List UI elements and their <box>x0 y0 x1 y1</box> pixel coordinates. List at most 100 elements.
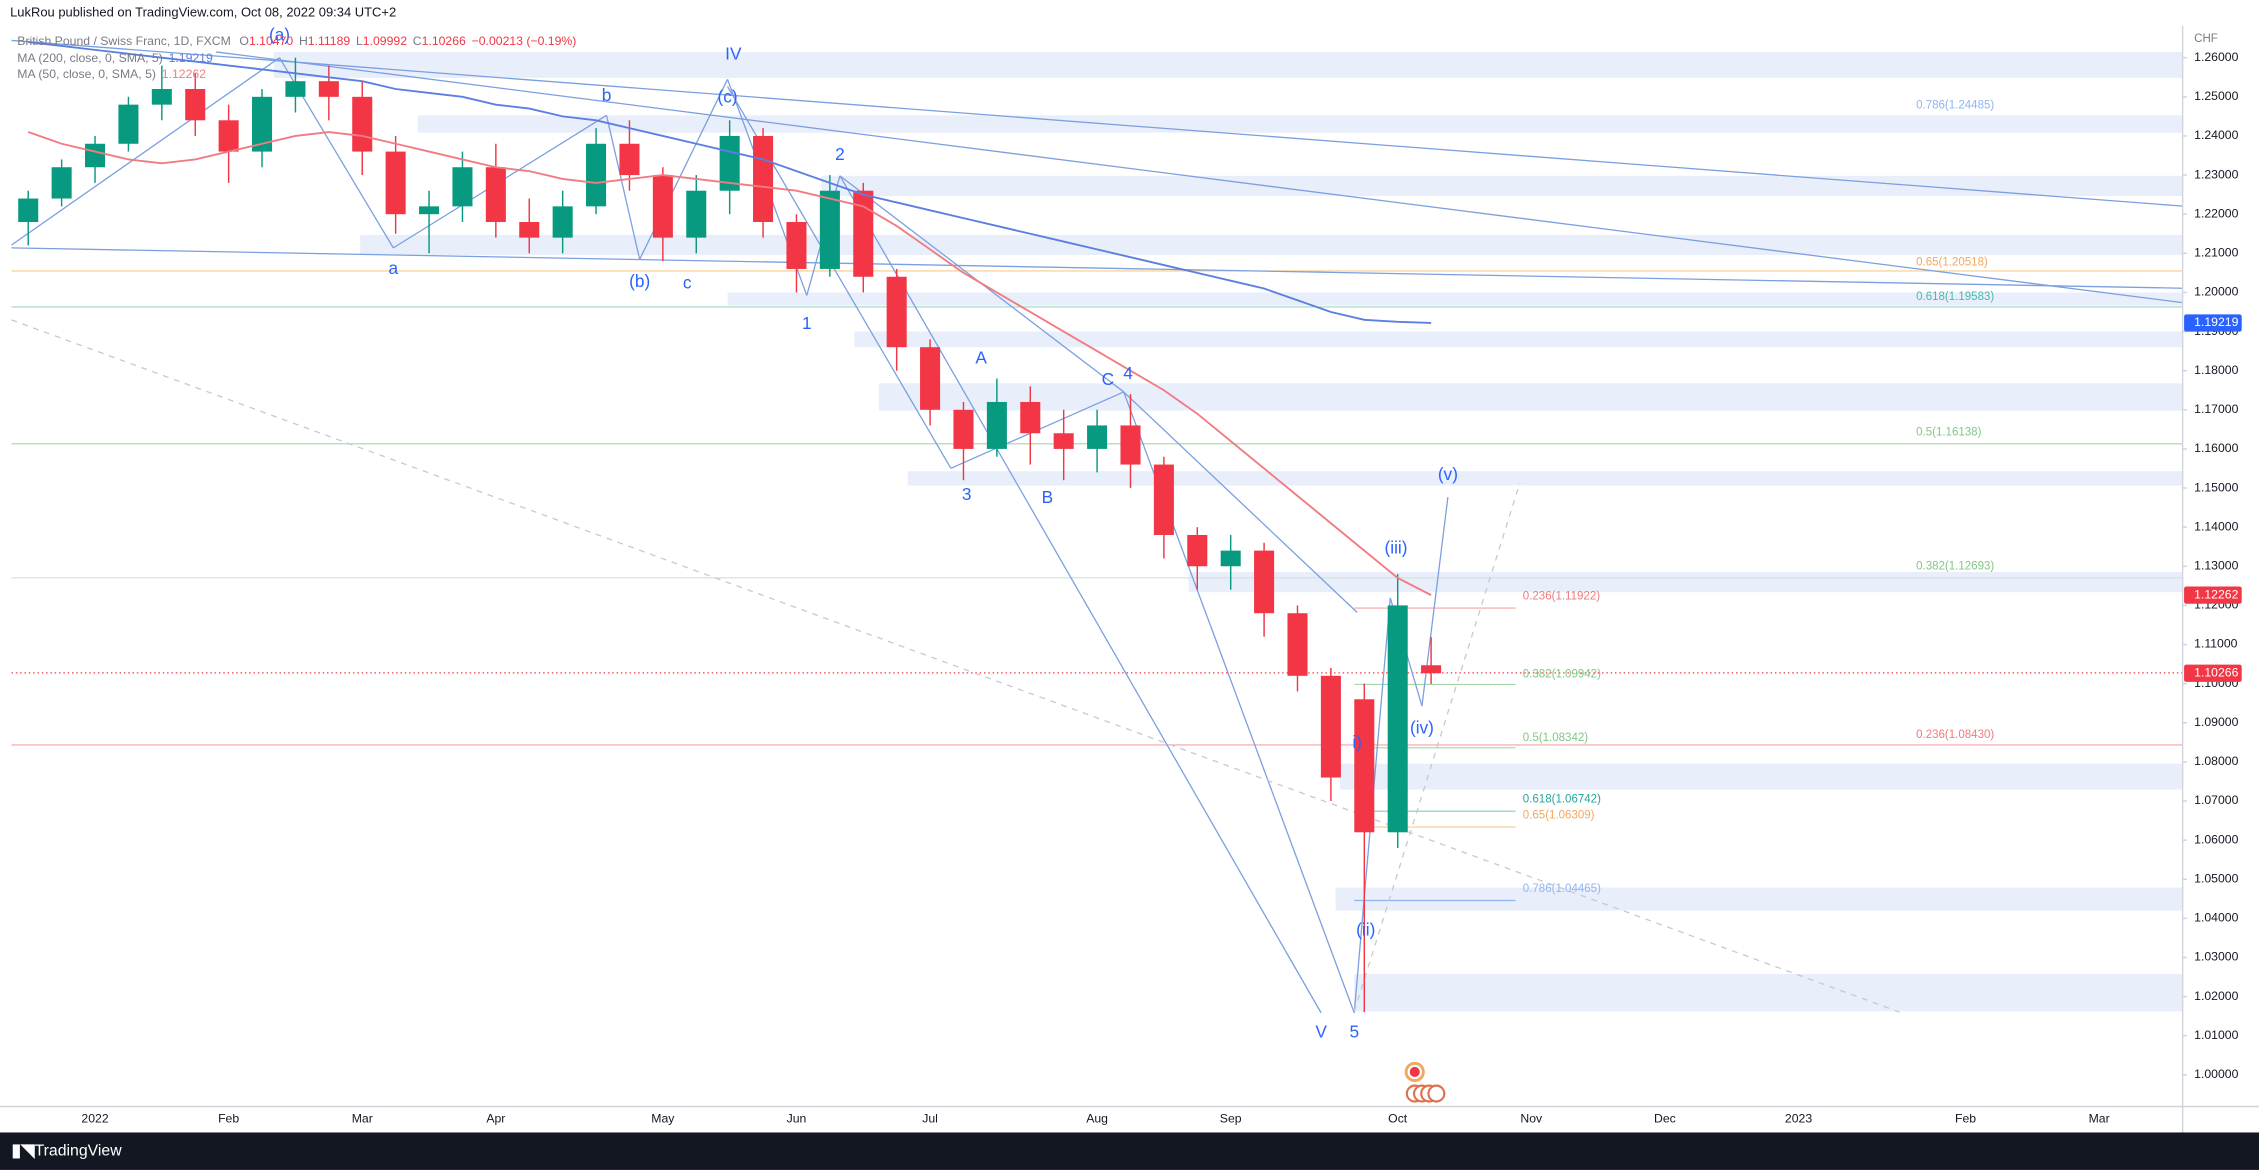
candle-body <box>1387 605 1408 833</box>
fib-label: 0.786(1.24485) <box>1916 99 1994 111</box>
x-tick-label: Nov <box>1520 1112 1543 1126</box>
legend-value: 1.12262 <box>162 67 206 81</box>
candle-body <box>18 198 39 223</box>
legend-symbol: British Pound / Swiss Franc, 1D, FXCM <box>17 34 230 48</box>
wave-label: 3 <box>962 484 972 504</box>
candle-body <box>519 222 540 238</box>
legend-name: MA (200, close, 0, SMA, 5) <box>17 51 163 65</box>
wave-label: (b) <box>629 271 650 291</box>
legend-title: British Pound / Swiss Franc, 1D, FXCM O1.… <box>17 34 576 48</box>
candle-body <box>1254 550 1275 614</box>
y-tick-label: 1.14000 <box>2194 519 2238 533</box>
zone <box>417 115 2183 133</box>
y-tick-label: 1.11000 <box>2194 637 2238 651</box>
drawings <box>11 39 2183 1014</box>
legend-value: 1.19219 <box>169 51 213 65</box>
candle-body <box>953 409 974 449</box>
candle-body <box>1120 425 1141 465</box>
candle-body <box>185 88 206 121</box>
legend-key: C <box>413 34 422 48</box>
event-icon <box>1427 1084 1446 1103</box>
y-tick-label: 1.02000 <box>2194 989 2238 1003</box>
zone <box>878 383 2183 411</box>
x-tick-label: Mar <box>352 1112 373 1126</box>
x-tick-label: Feb <box>1955 1112 1976 1126</box>
y-tick-label: 1.22000 <box>2194 206 2238 220</box>
x-tick-label: Jun <box>787 1112 807 1126</box>
y-tick-label: 1.23000 <box>2194 167 2238 181</box>
wave-label: c <box>683 272 692 292</box>
legend-key: L <box>356 34 363 48</box>
wave-label: i) <box>1352 732 1362 752</box>
fib-label: 0.5(1.08342) <box>1523 732 1588 744</box>
x-tick-label: May <box>651 1112 675 1126</box>
legend-key: H <box>299 34 308 48</box>
fib-label: 0.618(1.06742) <box>1523 794 1601 806</box>
y-tick-label: 1.00000 <box>2194 1067 2238 1081</box>
currency: CHF <box>2194 33 2218 45</box>
trend-line <box>605 115 641 260</box>
y-tick-label: 1.06000 <box>2194 832 2238 846</box>
candle-body <box>352 96 373 152</box>
projection-line <box>1353 482 1521 1012</box>
price-tag <box>2184 314 2242 332</box>
wave-label: 2 <box>835 144 845 164</box>
candle-body <box>118 104 139 144</box>
candle-body <box>786 222 807 269</box>
price-tag-label: 1.10266 <box>2194 665 2238 679</box>
candle-body <box>385 151 406 215</box>
wave-label: (c) <box>717 87 737 107</box>
y-tick-label: 1.09000 <box>2194 715 2238 729</box>
y-tick-label: 1.24000 <box>2194 128 2238 142</box>
wave-label: (iii) <box>1385 538 1408 558</box>
fib-label: 0.5(1.16138) <box>1916 426 1981 438</box>
fib-label: 0.382(1.09942) <box>1523 668 1601 680</box>
zone <box>1335 887 2183 911</box>
candle-body <box>652 175 673 238</box>
candle-body <box>1053 433 1074 449</box>
zone <box>821 175 2183 197</box>
x-tick-label: Sep <box>1220 1112 1242 1126</box>
fib-label: 0.236(1.11922) <box>1523 591 1600 603</box>
zone <box>360 234 2183 256</box>
zone <box>907 471 2183 486</box>
x-tick-label: Mar <box>2089 1112 2110 1126</box>
candle-body <box>1320 675 1341 778</box>
legend-entry: MA (50, close, 0, SMA, 5) 1.12262 <box>17 67 206 81</box>
wave-label: V <box>1315 1022 1327 1042</box>
wave-label: 1 <box>802 313 812 333</box>
candle-body <box>485 167 506 223</box>
footer-brand: TradingView <box>35 1142 123 1159</box>
legend-entry: MA (200, close, 0, SMA, 5) 1.19219 <box>17 51 213 65</box>
x-tick-label: Feb <box>218 1112 239 1126</box>
y-tick-label: 1.08000 <box>2194 754 2238 768</box>
candle-body <box>1187 534 1208 567</box>
y-tick-label: 1.13000 <box>2194 559 2238 573</box>
y-tick-label: 1.01000 <box>2194 1028 2238 1042</box>
candle-body <box>252 96 273 152</box>
legend-change: −0.00213 (−0.19%) <box>472 34 577 48</box>
footer-bar <box>0 1132 2259 1170</box>
fib-label: 0.786(1.04465) <box>1523 883 1601 895</box>
ma-line <box>27 131 1432 596</box>
price-tag <box>2184 664 2242 682</box>
x-tick-label: Apr <box>486 1112 505 1126</box>
x-tick-label: Aug <box>1086 1112 1108 1126</box>
trend-line <box>11 57 280 246</box>
zone <box>1339 763 2183 790</box>
zone <box>273 51 2183 78</box>
wave-label: b <box>602 85 612 105</box>
candle-body <box>285 81 306 97</box>
trend-line <box>11 39 2183 207</box>
trend-line <box>1123 391 1358 613</box>
y-tick-label: 1.20000 <box>2194 285 2238 299</box>
candle-body <box>151 88 172 105</box>
x-tick-label: 2022 <box>81 1112 108 1126</box>
zone <box>1354 973 2183 1012</box>
candle-body <box>51 167 72 199</box>
y-tick-label: 1.15000 <box>2194 480 2238 494</box>
x-tick-label: Oct <box>1388 1112 1408 1126</box>
y-tick-label: 1.18000 <box>2194 363 2238 377</box>
